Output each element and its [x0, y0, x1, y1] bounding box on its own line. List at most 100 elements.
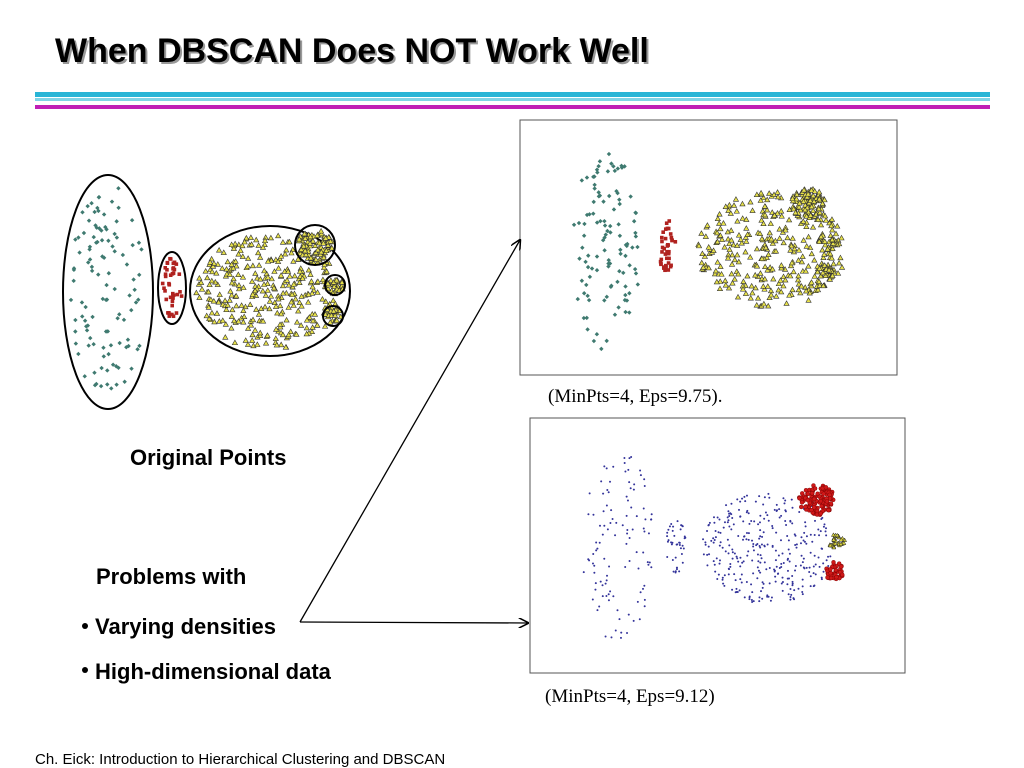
point	[758, 495, 761, 498]
point	[684, 536, 687, 539]
point	[822, 525, 825, 528]
point	[207, 296, 215, 303]
point	[582, 221, 587, 227]
point	[224, 301, 231, 308]
point	[311, 242, 319, 248]
point	[322, 323, 329, 329]
point	[303, 324, 310, 331]
point	[795, 257, 802, 263]
point	[764, 196, 771, 203]
point	[818, 511, 823, 516]
point	[267, 234, 275, 241]
point	[575, 296, 580, 302]
point	[790, 498, 793, 501]
point	[810, 198, 818, 204]
point	[602, 298, 607, 303]
point	[775, 280, 782, 287]
point	[805, 566, 808, 569]
point	[808, 566, 811, 569]
point	[776, 225, 783, 232]
point	[816, 188, 823, 195]
point	[756, 553, 759, 556]
point	[278, 341, 285, 348]
point	[254, 274, 261, 281]
point	[87, 244, 93, 249]
point	[729, 280, 736, 286]
point	[587, 274, 593, 280]
point	[773, 508, 776, 511]
point	[579, 278, 585, 283]
point	[658, 259, 663, 264]
point	[706, 553, 709, 556]
point	[805, 297, 812, 303]
point	[771, 544, 774, 547]
point	[101, 212, 107, 217]
point	[788, 560, 791, 563]
point	[639, 469, 642, 472]
point	[753, 301, 760, 308]
point	[327, 277, 335, 283]
point	[828, 575, 834, 581]
point	[764, 283, 771, 289]
point	[249, 291, 256, 297]
point	[668, 525, 671, 528]
point	[818, 233, 825, 240]
point	[219, 317, 226, 323]
point	[331, 283, 338, 290]
point	[834, 222, 841, 229]
point	[303, 317, 311, 323]
arrow	[299, 240, 520, 623]
point	[782, 276, 789, 283]
point	[799, 504, 804, 510]
point	[596, 609, 599, 612]
bullet-text: High-dimensional data	[95, 659, 332, 684]
point	[731, 588, 734, 591]
point	[829, 240, 837, 246]
point	[795, 281, 802, 287]
point	[207, 259, 214, 265]
point	[766, 594, 769, 597]
point	[808, 571, 811, 574]
rule-cyan-light	[35, 98, 990, 101]
point	[828, 254, 835, 261]
point	[241, 313, 248, 320]
point	[279, 331, 287, 338]
point	[635, 551, 638, 554]
point	[624, 470, 627, 473]
point	[732, 523, 735, 526]
point	[577, 256, 582, 261]
point	[770, 191, 778, 197]
point	[85, 203, 90, 209]
point	[801, 578, 804, 581]
point	[271, 268, 278, 274]
point	[311, 311, 319, 317]
point	[130, 242, 135, 248]
point	[745, 531, 748, 534]
point	[780, 282, 787, 289]
point	[761, 275, 768, 282]
point	[800, 536, 803, 539]
point	[235, 271, 242, 277]
point	[767, 519, 770, 522]
point	[618, 247, 623, 253]
point	[76, 351, 81, 357]
point	[632, 488, 635, 491]
point	[91, 342, 96, 347]
point	[712, 516, 715, 519]
point	[794, 564, 797, 567]
point	[633, 230, 638, 236]
point	[297, 322, 305, 328]
point	[235, 250, 242, 257]
point	[659, 257, 664, 262]
point	[780, 566, 783, 569]
point	[785, 524, 788, 527]
point	[748, 595, 751, 598]
point	[606, 528, 609, 531]
point	[270, 284, 278, 291]
point	[794, 544, 797, 547]
point	[740, 278, 747, 284]
point	[708, 553, 711, 556]
point	[761, 211, 769, 218]
point	[643, 530, 646, 533]
point	[756, 542, 759, 545]
